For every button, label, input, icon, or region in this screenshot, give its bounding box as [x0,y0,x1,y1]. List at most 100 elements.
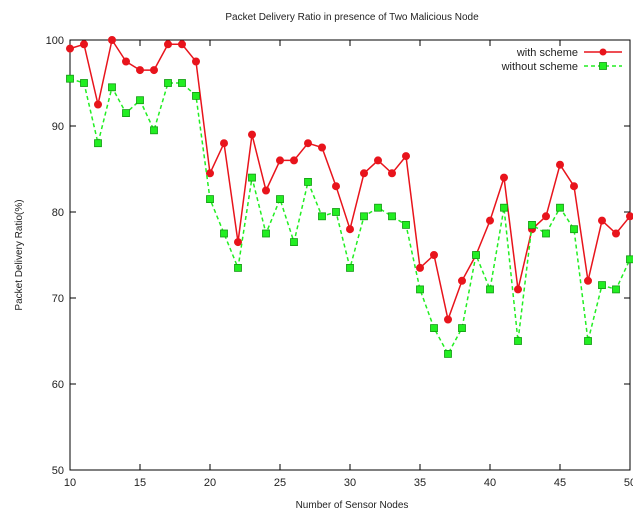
data-point [458,324,466,333]
data-point [598,281,606,290]
data-point [248,130,256,139]
y-tick-label: 50 [52,465,64,477]
data-point [612,229,620,238]
x-tick-label: 25 [274,477,286,489]
data-point [514,337,522,345]
data-point [514,285,522,294]
data-point [108,36,116,44]
y-tick-label: 100 [46,35,64,47]
data-point [192,92,200,100]
data-point [416,285,424,294]
data-point [80,79,88,87]
data-point [136,66,144,75]
data-point [570,225,578,234]
data-point [542,229,550,238]
data-point [626,255,633,264]
data-point [290,238,298,247]
data-point [164,79,172,87]
chart-title: Packet Delivery Ratio in presence of Two… [225,12,479,23]
data-point [402,220,410,229]
x-tick-label: 50 [624,477,633,489]
data-point [304,177,312,186]
data-point [486,285,494,294]
axes: 10 15 20 25 30 35 40 45 50 50 60 70 80 90 100 [46,35,633,489]
data-point [150,126,158,135]
data-point [570,182,578,191]
data-point [164,40,172,49]
legend-marker-without-scheme [599,62,607,70]
data-point [220,139,228,148]
data-point [444,315,452,324]
x-tick-label: 15 [134,477,146,489]
data-point [346,263,354,272]
data-point [346,225,354,234]
data-point [612,285,620,294]
data-point [332,208,340,216]
data-point [206,169,214,178]
data-point [556,160,564,169]
x-tick-label: 30 [344,477,356,489]
legend-label-without-scheme: without scheme [501,61,578,73]
data-point [276,156,284,165]
x-axis-label: Number of Sensor Nodes [296,500,409,511]
data-point [150,66,158,75]
data-point [234,263,242,272]
data-point [444,349,452,358]
data-point [626,212,633,221]
data-point [66,44,74,53]
data-point [80,40,88,49]
data-point [290,156,298,165]
legend-marker-with-scheme [599,48,607,56]
series-layer [66,36,633,358]
data-point [402,152,410,161]
x-tick-label: 20 [204,477,216,489]
data-point [122,109,130,117]
y-tick-label: 70 [52,293,64,305]
x-tick-label: 35 [414,477,426,489]
data-point [94,100,102,109]
data-point [136,96,144,105]
data-point [66,74,74,83]
data-point [528,220,536,229]
y-tick-label: 60 [52,379,64,391]
data-point [486,216,494,225]
data-point [500,173,508,182]
data-point [332,182,340,191]
series-with-scheme [66,36,633,324]
data-point [374,203,382,212]
data-point [304,139,312,148]
data-point [374,156,382,165]
x-tick-label: 40 [484,477,496,489]
legend: with scheme without scheme [501,47,622,73]
x-tick-label: 10 [64,477,76,489]
legend-label-with-scheme: with scheme [516,47,578,59]
data-point [108,83,116,92]
data-point [178,40,186,49]
data-point [262,186,270,195]
series-line-without-scheme [69,77,631,356]
data-point [584,337,592,345]
data-point [542,212,550,221]
data-point [122,57,130,66]
y-axis-label: Packet Delivery Ratio(%) [14,199,25,310]
data-point [430,251,438,259]
data-point [262,229,270,238]
data-point [388,169,396,178]
y-tick-label: 90 [52,121,64,133]
data-point [472,251,480,259]
y-tick-label: 80 [52,207,64,219]
data-point [458,276,466,285]
data-point [360,212,368,221]
data-point [388,212,396,221]
series-without-scheme [66,74,633,358]
data-point [220,229,228,238]
data-point [206,195,214,204]
data-point [584,276,592,285]
data-point [430,324,438,333]
data-point [276,195,284,204]
data-point [318,212,326,221]
data-point [94,139,102,148]
data-point [318,143,326,152]
